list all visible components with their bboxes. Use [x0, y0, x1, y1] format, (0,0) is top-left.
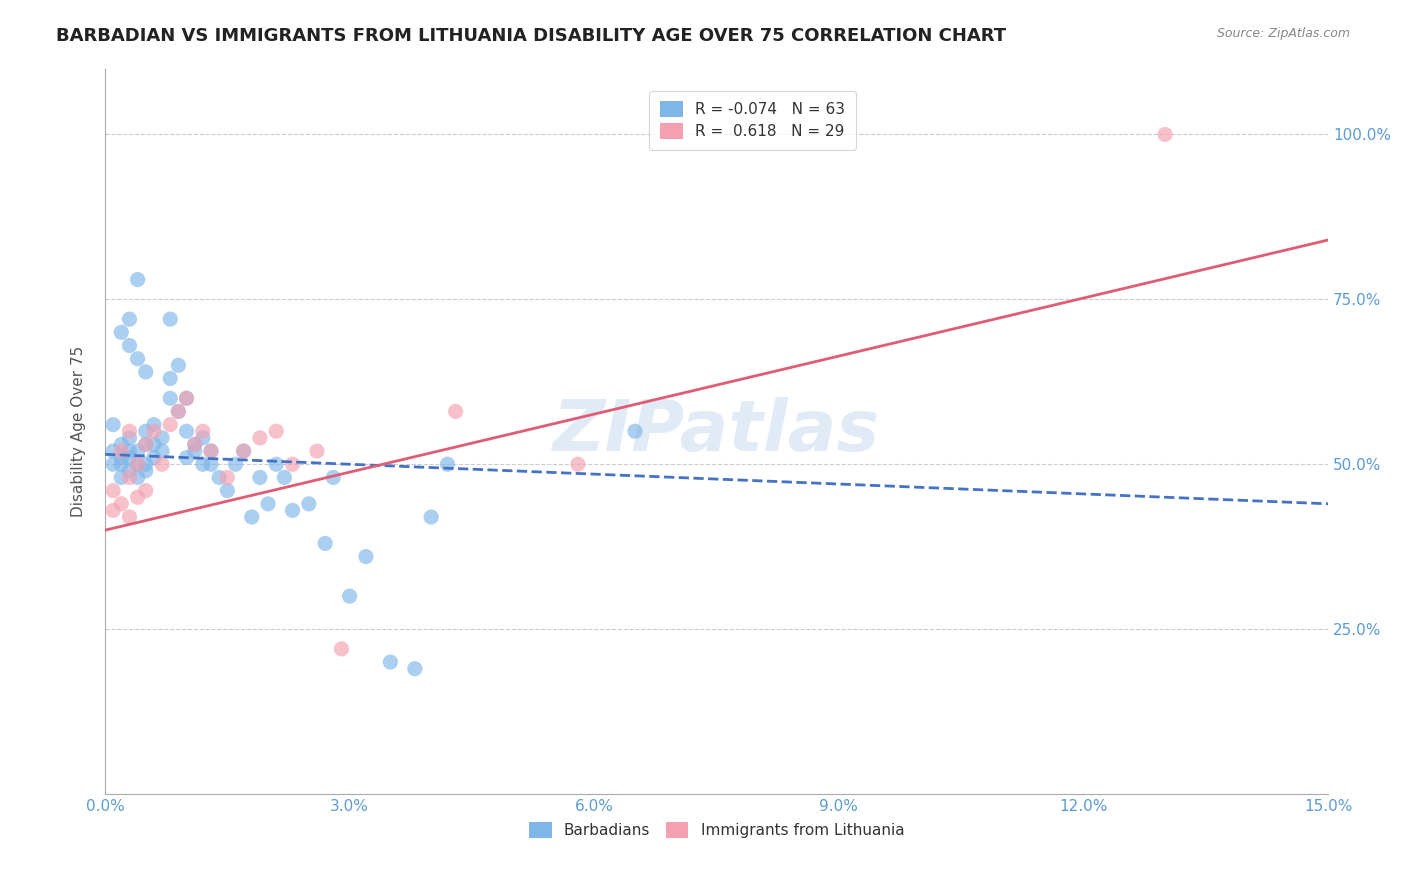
Point [110, 437, 132, 451]
Point [101, 503, 124, 517]
Point [191, 431, 214, 445]
Point [127, 351, 149, 366]
Point [101, 417, 124, 432]
Point [183, 444, 205, 458]
Point [118, 450, 141, 465]
Point [176, 392, 198, 406]
Point [314, 536, 336, 550]
Point [624, 424, 647, 438]
Point [110, 326, 132, 340]
Point [110, 470, 132, 484]
Point [135, 464, 157, 478]
Point [257, 497, 280, 511]
Point [436, 457, 458, 471]
Point [224, 457, 246, 471]
Point [110, 450, 132, 465]
Point [159, 417, 181, 432]
Point [118, 444, 141, 458]
Point [142, 450, 165, 465]
Point [127, 457, 149, 471]
Point [118, 464, 141, 478]
Point [298, 497, 321, 511]
Point [159, 392, 181, 406]
Point [404, 662, 426, 676]
Point [217, 470, 239, 484]
Point [191, 424, 214, 438]
Point [150, 444, 173, 458]
Point [232, 444, 254, 458]
Point [200, 444, 222, 458]
Point [110, 444, 132, 458]
Point [150, 431, 173, 445]
Point [176, 392, 198, 406]
Point [159, 312, 181, 326]
Point [118, 338, 141, 352]
Point [110, 457, 132, 471]
Point [127, 272, 149, 286]
Point [232, 444, 254, 458]
Point [240, 510, 263, 524]
Point [354, 549, 377, 564]
Point [118, 312, 141, 326]
Point [191, 457, 214, 471]
Point [101, 457, 124, 471]
Text: BARBADIAN VS IMMIGRANTS FROM LITHUANIA DISABILITY AGE OVER 75 CORRELATION CHART: BARBADIAN VS IMMIGRANTS FROM LITHUANIA D… [56, 27, 1007, 45]
Point [127, 490, 149, 504]
Point [167, 404, 190, 418]
Point [142, 424, 165, 438]
Point [159, 371, 181, 385]
Point [380, 655, 402, 669]
Point [264, 424, 287, 438]
Point [208, 470, 231, 484]
Point [135, 437, 157, 451]
Point [135, 437, 157, 451]
Text: ZIPatlas: ZIPatlas [553, 397, 880, 466]
Point [305, 444, 328, 458]
Point [420, 510, 443, 524]
Point [264, 457, 287, 471]
Point [176, 424, 198, 438]
Point [127, 470, 149, 484]
Point [567, 457, 589, 471]
Point [101, 483, 124, 498]
Point [444, 404, 467, 418]
Point [167, 359, 190, 373]
Point [142, 437, 165, 451]
Point [118, 431, 141, 445]
Point [135, 365, 157, 379]
Point [127, 444, 149, 458]
Point [142, 417, 165, 432]
Point [1154, 128, 1177, 142]
Legend: Barbadians, Immigrants from Lithuania: Barbadians, Immigrants from Lithuania [523, 816, 911, 845]
Point [118, 424, 141, 438]
Point [217, 483, 239, 498]
Text: Source: ZipAtlas.com: Source: ZipAtlas.com [1216, 27, 1350, 40]
Point [127, 457, 149, 471]
Point [118, 510, 141, 524]
Point [101, 444, 124, 458]
Point [249, 470, 271, 484]
Point [150, 457, 173, 471]
Point [135, 483, 157, 498]
Point [167, 404, 190, 418]
Point [183, 437, 205, 451]
Point [176, 450, 198, 465]
Point [330, 641, 353, 656]
Point [281, 503, 304, 517]
Point [281, 457, 304, 471]
Point [135, 424, 157, 438]
Point [110, 497, 132, 511]
Point [200, 457, 222, 471]
Y-axis label: Disability Age Over 75: Disability Age Over 75 [72, 345, 86, 516]
Point [322, 470, 344, 484]
Point [135, 457, 157, 471]
Point [249, 431, 271, 445]
Point [118, 470, 141, 484]
Point [339, 589, 361, 603]
Point [200, 444, 222, 458]
Point [183, 437, 205, 451]
Point [273, 470, 295, 484]
